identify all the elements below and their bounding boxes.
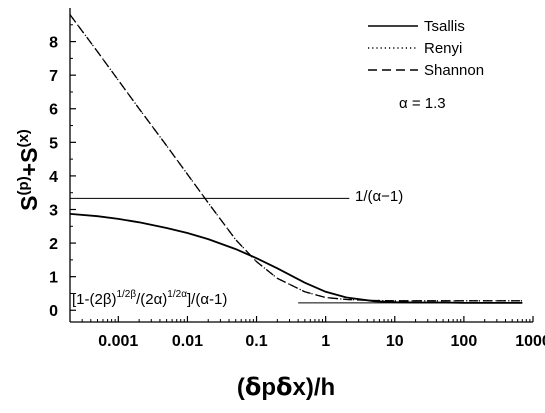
- x-axis-title: (δpδx)/h: [237, 373, 335, 401]
- x-tick-label: 1000: [515, 333, 545, 350]
- y-tick-label: 2: [49, 236, 58, 253]
- legend: Tsallis Renyi Shannon: [368, 18, 484, 79]
- y-tick-label: 0: [49, 303, 58, 320]
- y-tick-label: 6: [49, 102, 58, 119]
- x-tick-label: 1: [321, 333, 330, 350]
- y-tick-label: 8: [49, 35, 58, 52]
- reference-label-inverse: 1/(α−1): [355, 188, 403, 205]
- y-tick-label: 4: [49, 169, 58, 186]
- x-tick-label: 0.001: [98, 333, 138, 350]
- legend-label-shannon: Shannon: [424, 62, 484, 79]
- axes: 0 1 2 3 4 5 6 7 8 0.001 0.01 0.1 1 10 100 1000: [49, 8, 545, 350]
- reference-label-limit: [1-(2β)1/2β/(2α)1/2α]/(α-1): [72, 289, 227, 308]
- series-line-tsallis: [69, 213, 523, 304]
- y-tick-label: 3: [49, 202, 58, 219]
- legend-label-tsallis: Tsallis: [424, 18, 465, 35]
- x-tick-label: 0.01: [172, 333, 203, 350]
- y-tick-label: 7: [49, 68, 58, 85]
- x-tick-label: 0.1: [245, 333, 267, 350]
- legend-label-renyi: Renyi: [424, 40, 462, 57]
- y-tick-label: 1: [49, 270, 58, 287]
- x-tick-label: 100: [451, 333, 478, 350]
- series-line-shannon: [69, 14, 523, 302]
- series-line-renyi: [69, 14, 523, 302]
- y-tick-label: 5: [49, 135, 58, 152]
- x-tick-label: 10: [386, 333, 404, 350]
- y-axis-title: S(p)+S(x): [15, 129, 42, 211]
- alpha-parameter-label: α = 1.3: [399, 95, 446, 112]
- plot-area: [69, 14, 523, 304]
- annotations: [70, 197, 523, 304]
